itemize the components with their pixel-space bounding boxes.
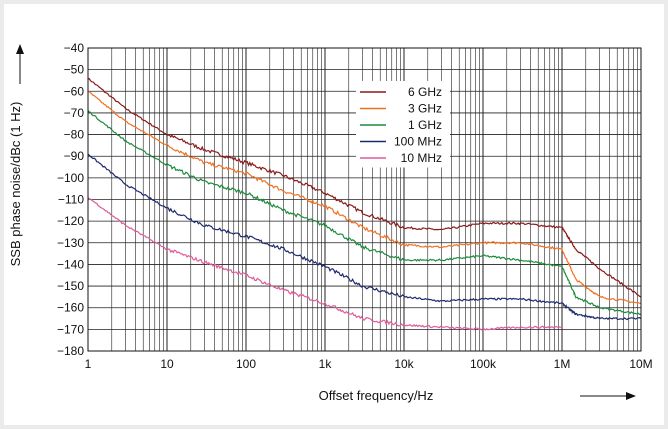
y-tick-label: −100 [57, 171, 84, 185]
y-axis-arrowhead [16, 44, 24, 54]
series-line-6-ghz [87, 77, 642, 298]
legend-label: 3 GHz [408, 102, 442, 116]
tick-labels: 1 10 100 1k 10k 100k 1M 10M −40 −50 −60 −70 −80 −90 −1… [57, 41, 653, 371]
x-axis-label: Offset frequency/Hz [319, 388, 434, 403]
x-tick-label: 10 [160, 357, 174, 371]
x-tick-label: 1k [319, 357, 333, 371]
legend-label: 10 MHz [401, 151, 442, 165]
legend: 6 GHz 3 GHz 1 GHz 100 MHz 10 MHz [356, 81, 450, 168]
phase-noise-chart: 6 GHz 3 GHz 1 GHz 100 MHz 10 MHz 1 10 100 1k 10k… [8, 41, 653, 403]
y-tick-label: −110 [58, 193, 84, 207]
x-tick-label: 10k [394, 357, 414, 371]
series-group [87, 77, 642, 331]
y-tick-label: −130 [57, 236, 84, 250]
plot-border [87, 47, 642, 352]
series-line-10-mhz [87, 197, 563, 331]
x-tick-label: 100 [236, 357, 256, 371]
y-tick-label: −160 [57, 301, 84, 315]
x-tick-label: 1M [554, 357, 571, 371]
legend-label: 6 GHz [408, 85, 442, 99]
y-tick-label: −150 [57, 279, 84, 293]
series-line-1-ghz [87, 110, 642, 316]
series-line-100-mhz [87, 153, 642, 321]
legend-label: 100 MHz [394, 135, 442, 149]
y-tick-label: −90 [64, 149, 85, 163]
y-tick-label: −40 [64, 41, 85, 55]
y-tick-label: −180 [57, 344, 84, 358]
y-tick-label: −50 [64, 63, 85, 77]
x-tick-label: 1 [85, 357, 92, 371]
axis-arrows [16, 44, 636, 400]
x-tick-label: 100k [470, 357, 497, 371]
y-tick-label: −120 [57, 214, 84, 228]
chart-frame: 6 GHz 3 GHz 1 GHz 100 MHz 10 MHz 1 10 100 1k 10k… [4, 4, 664, 425]
y-tick-label: −80 [64, 128, 85, 142]
series-line-3-ghz [87, 90, 642, 304]
x-axis-arrowhead [626, 392, 636, 400]
y-tick-label: −170 [57, 322, 84, 336]
y-tick-label: −60 [64, 84, 85, 98]
y-tick-label: −70 [64, 106, 85, 120]
y-axis-label: SSB phase noise/dBc (1 Hz) [8, 102, 23, 267]
legend-label: 1 GHz [408, 118, 442, 132]
y-tick-label: −140 [57, 257, 84, 271]
x-tick-label: 10M [629, 357, 652, 371]
